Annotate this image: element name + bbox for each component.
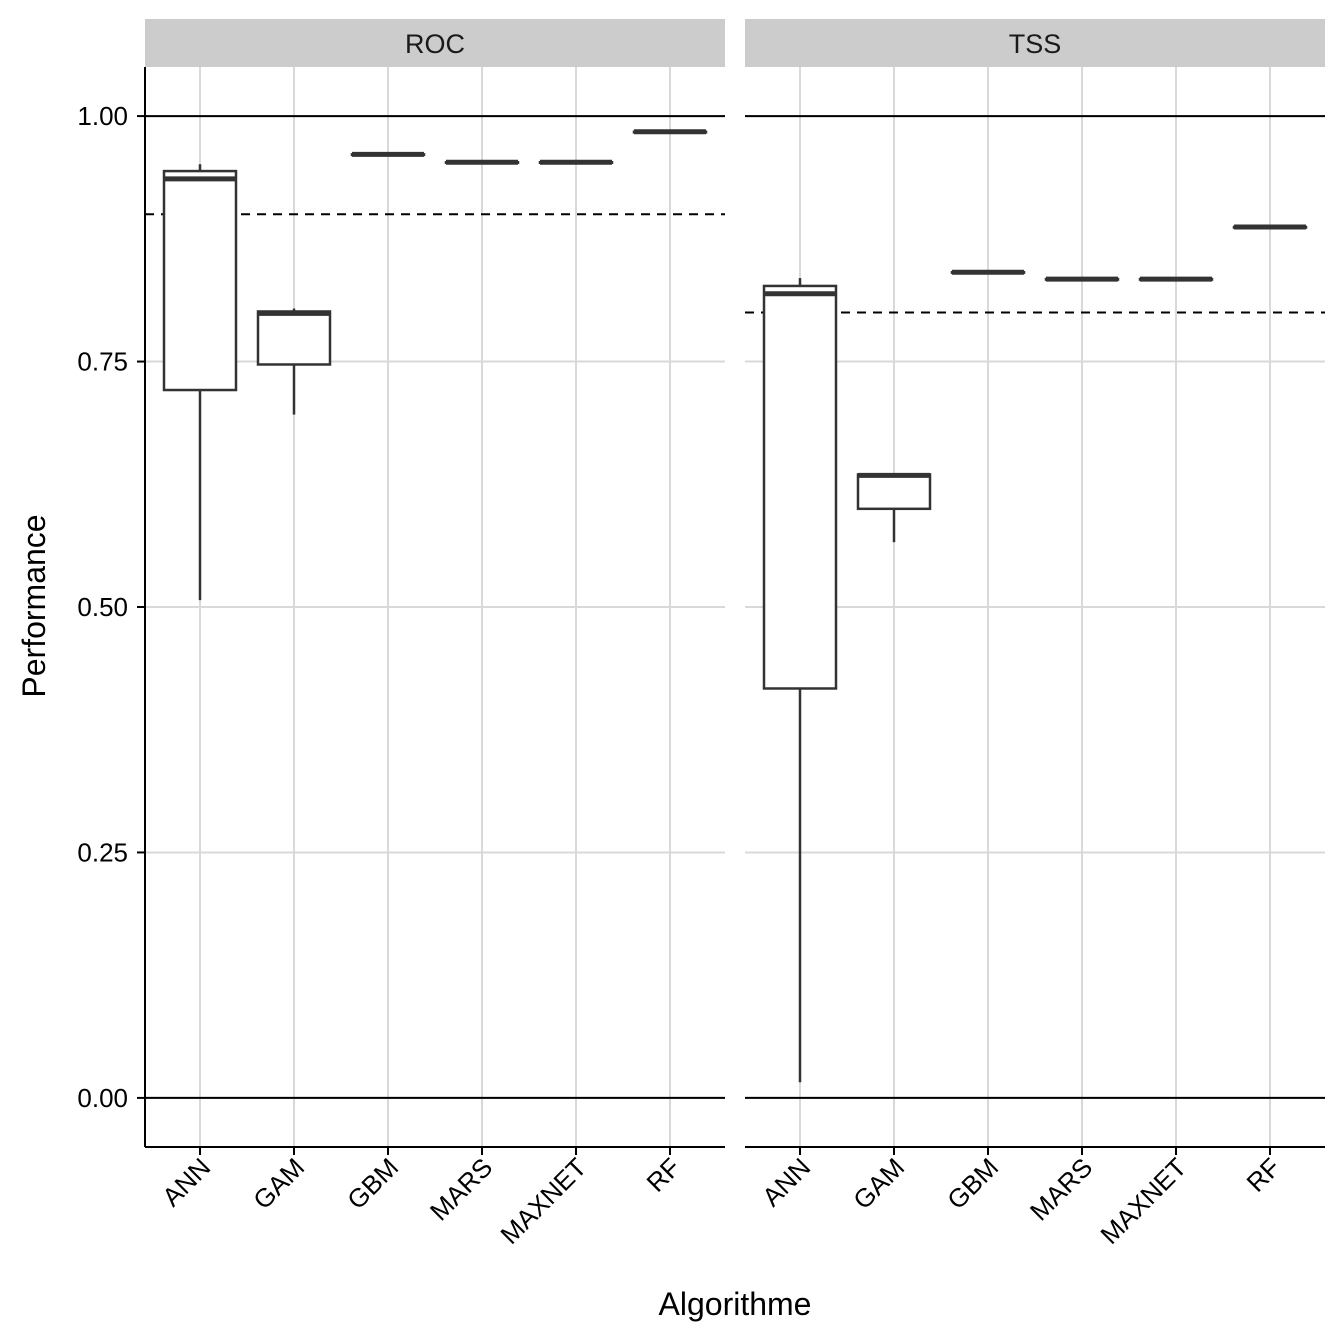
y-tick-label: 0.75 (77, 347, 128, 377)
boxplot-maxnet (1138, 276, 1214, 282)
x-tick-label: GAM (847, 1152, 910, 1215)
facet-strip (745, 19, 1325, 67)
box-iqr (162, 169, 238, 392)
boxplot-gam (256, 308, 332, 415)
boxplot-ann (162, 164, 238, 601)
box-iqr (856, 473, 932, 511)
boxplot-mars (1044, 276, 1120, 282)
facet-strip-label: TSS (1009, 29, 1062, 59)
y-tick-label: 0.50 (77, 592, 128, 622)
boxplot-gam (856, 472, 932, 543)
y-axis-title: Performance (16, 514, 52, 697)
boxplot-rf (632, 129, 708, 135)
boxplot-mars (444, 159, 520, 165)
y-tick-label: 0.25 (77, 837, 128, 867)
x-tick-label: MARS (424, 1152, 498, 1226)
y-axis: 0.00 0.25 0.50 0.75 1.00 (77, 67, 146, 1147)
x-tick-label: MAXNET (1094, 1152, 1192, 1250)
boxplot-maxnet (538, 159, 614, 165)
facet-strip (145, 19, 725, 67)
boxplot-rf (1232, 224, 1308, 230)
boxplot-gbm (950, 269, 1026, 275)
x-tick-label: GBM (941, 1152, 1004, 1215)
x-tick-label: GBM (341, 1152, 404, 1215)
x-tick-label: MARS (1024, 1152, 1098, 1226)
x-tick-label: ANN (156, 1152, 216, 1212)
x-tick-label: RF (641, 1152, 687, 1198)
x-tick-label: GAM (247, 1152, 310, 1215)
boxplot-gbm (350, 151, 426, 157)
box-iqr (762, 284, 838, 690)
x-tick-label: ANN (756, 1152, 816, 1212)
y-tick-label: 1.00 (77, 101, 128, 131)
x-tick-label: MAXNET (494, 1152, 592, 1250)
y-tick-label: 0.00 (77, 1083, 128, 1113)
x-axis-title: Algorithme (659, 1286, 812, 1322)
boxplot-ann (762, 278, 838, 1083)
x-tick-label: RF (1241, 1152, 1287, 1198)
box-iqr (256, 310, 332, 366)
facet-strip-label: ROC (405, 29, 465, 59)
